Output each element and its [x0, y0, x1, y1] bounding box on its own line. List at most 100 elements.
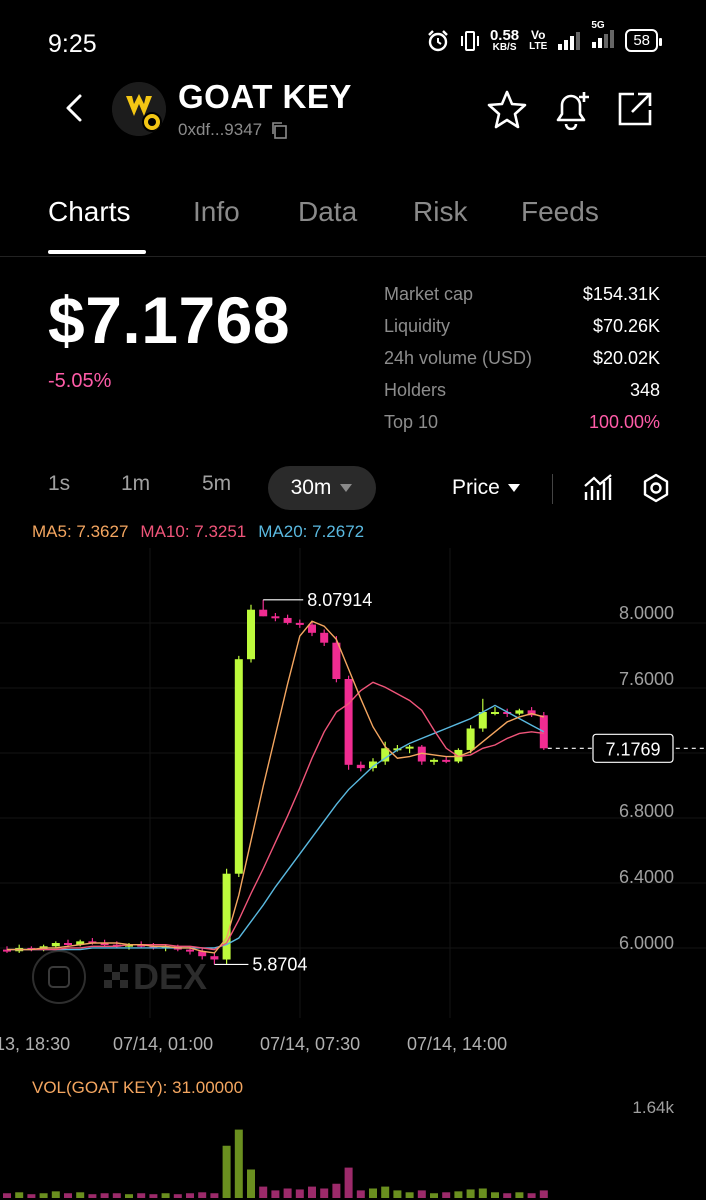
stat-holders: Holders 348 [384, 380, 660, 400]
volume-bar [344, 1167, 353, 1198]
candle [234, 659, 243, 874]
signal-icon [558, 31, 581, 50]
price-chart[interactable]: DEX 8.00007.60007.20006.80006.40006.0000… [0, 548, 706, 1200]
volume-bar [503, 1193, 512, 1198]
star-icon[interactable] [486, 88, 528, 130]
chart-annotations: 8.07914 5.8704 7.1769 [214, 590, 706, 974]
candle [137, 944, 146, 947]
candle [100, 943, 109, 945]
timeframe-selector[interactable]: 30m [268, 466, 376, 510]
volume-bar [515, 1192, 524, 1198]
ma5-label: MA5: 7.3627 [32, 522, 129, 541]
volume-axis-label: 1.64k [632, 1098, 674, 1117]
volume-bar [198, 1192, 207, 1198]
indicators-icon[interactable] [582, 472, 614, 504]
add-alert-bell-icon[interactable] [550, 88, 592, 130]
tab-charts[interactable]: Charts [48, 196, 131, 227]
volume-bar [112, 1193, 121, 1198]
stat-liquidity: Liquidity $70.26K [384, 316, 660, 336]
candle [295, 622, 304, 625]
volte-indicator: Vo LTE [529, 27, 548, 52]
goat-key-logo-icon [112, 82, 166, 136]
x-axis: 07/13, 18:30 07/14, 01:00 07/14, 07:30 07/1… [0, 1034, 507, 1054]
token-address-row[interactable]: 0xdf...9347 [178, 120, 288, 140]
share-external-icon[interactable] [614, 88, 656, 130]
volume-bar [15, 1192, 24, 1198]
candle [64, 943, 72, 945]
volume-bar [64, 1193, 72, 1198]
volume-bar [210, 1193, 219, 1198]
volume-bar [222, 1145, 231, 1198]
tab-feeds[interactable]: Feeds [521, 196, 599, 227]
settings-icon[interactable] [640, 472, 672, 504]
signal-5g: 5G [591, 20, 615, 51]
y-tick-label: 8.0000 [619, 603, 674, 623]
candle [308, 624, 316, 633]
candle [442, 759, 451, 762]
tab-data[interactable]: Data [298, 196, 358, 227]
candle [332, 642, 341, 679]
timeframe-5m[interactable]: 5m [202, 472, 232, 495]
timeframe-1m[interactable]: 1m [121, 472, 151, 495]
volume-bar [137, 1193, 146, 1198]
watermark-text: DEX [133, 956, 207, 997]
candle [381, 748, 390, 762]
volume-bar [3, 1193, 11, 1198]
candle [283, 617, 292, 623]
volume-bar [393, 1190, 402, 1198]
candle [125, 944, 133, 947]
volume-bar [186, 1193, 194, 1198]
volume-bar [271, 1190, 280, 1198]
signal-5g-icon [592, 30, 615, 48]
volume-bar [76, 1192, 85, 1198]
volume-bar [39, 1193, 48, 1198]
tab-info[interactable]: Info [193, 196, 240, 227]
volume-bar [100, 1193, 109, 1198]
alarm-icon [428, 29, 448, 51]
token-logo [112, 82, 166, 136]
ma10-line [7, 681, 544, 951]
battery-indicator: 58 [625, 29, 662, 52]
ma5-line [7, 620, 544, 954]
x-tick-label: 07/14, 01:00 [113, 1034, 213, 1054]
y-tick-label: 6.8000 [619, 801, 674, 821]
volume-bar [125, 1194, 133, 1198]
volume-bar [173, 1194, 182, 1198]
candle [186, 949, 194, 952]
volume-bar [27, 1194, 36, 1198]
copy-icon[interactable] [270, 121, 288, 139]
candle [344, 679, 353, 765]
price-mode-dropdown[interactable]: Price [452, 476, 520, 500]
volume-bar [295, 1189, 304, 1198]
status-bar: 9:25 0.58 KB/S Vo LTE 5G [0, 0, 706, 80]
active-tab-indicator [48, 250, 146, 254]
volume-bar [405, 1192, 414, 1198]
ma20-label: MA20: 7.2672 [258, 522, 365, 541]
volume-label: VOL(GOAT KEY): 31.00000 [32, 1078, 243, 1097]
current-price-label: 7.1769 [605, 739, 660, 759]
price-change: -5.05% [48, 370, 112, 392]
back-arrow-icon[interactable] [58, 90, 94, 126]
fullscreen-icon[interactable] [48, 966, 70, 988]
volume-bar [430, 1193, 438, 1198]
candle [222, 873, 231, 960]
volume-bar [466, 1189, 475, 1198]
ma20-line [7, 704, 545, 951]
tab-bar: Charts Info Data Risk Feeds [0, 192, 706, 257]
timeframe-1s[interactable]: 1s [48, 472, 71, 495]
candle [515, 710, 524, 714]
y-tick-label: 6.4000 [619, 867, 674, 887]
stat-market-cap: Market cap $154.31K [384, 284, 660, 304]
toolbar-divider [552, 474, 553, 504]
tab-risk[interactable]: Risk [413, 196, 468, 227]
current-price: $7.1768 [48, 283, 291, 357]
volume-bar [332, 1183, 341, 1198]
token-address: 0xdf...9347 [178, 120, 263, 139]
candle [478, 712, 487, 729]
candle [527, 710, 536, 716]
candles [3, 599, 548, 965]
timeframe-selected: 30m [290, 476, 332, 499]
candle [210, 956, 219, 960]
token-stats: Market cap $154.31K Liquidity $70.26K 24… [384, 278, 660, 438]
candle [417, 746, 426, 762]
